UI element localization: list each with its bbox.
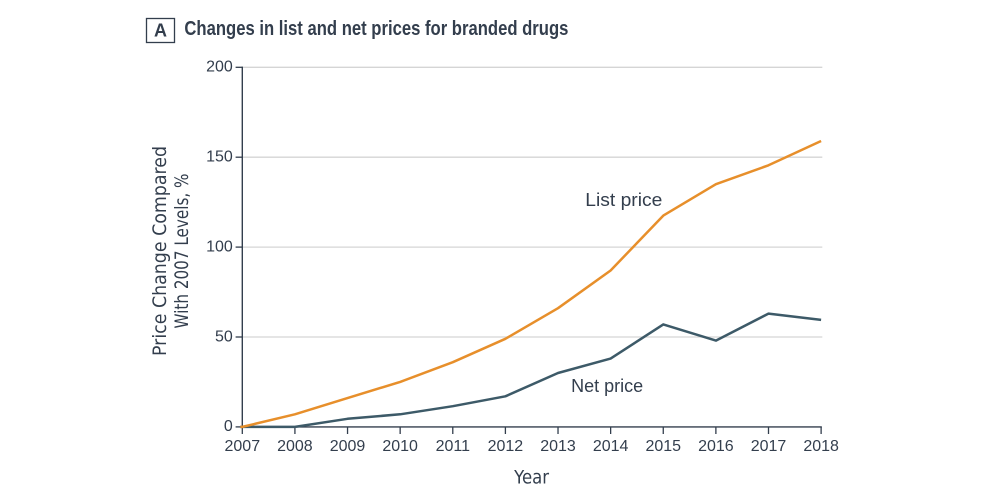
x-tick-label-2017: 2017 — [751, 438, 787, 455]
x-tick-label-2015: 2015 — [645, 438, 681, 455]
y-axis-title-line-2: With 2007 Levels, % — [171, 174, 193, 329]
tick-labels-group: 0 50 100 150 200 2007 2008 2009 2010 2011 2012 2013… — [206, 59, 839, 455]
net-price-line — [240, 312, 822, 429]
axes-group — [235, 66, 822, 434]
series-lines-group — [240, 139, 822, 429]
x-tick-label-2009: 2009 — [330, 438, 366, 455]
y-tick-label-150: 150 — [206, 149, 233, 166]
x-tick-label-2010: 2010 — [382, 438, 418, 455]
panel-label-box — [145, 17, 176, 44]
x-tick-label-2013: 2013 — [540, 438, 576, 455]
x-tick-label-2011: 2011 — [436, 438, 471, 455]
y-axis-title-line-1: Price Change Compared — [149, 146, 171, 356]
y-tick-label-50: 50 — [215, 328, 233, 345]
list-price-line — [240, 139, 822, 429]
x-tick-label-2007: 2007 — [225, 438, 261, 455]
x-tick-label-2012: 2012 — [488, 438, 524, 455]
x-tick-label-2018: 2018 — [803, 438, 839, 455]
x-tick-label-2014: 2014 — [593, 438, 629, 455]
y-tick-label-0: 0 — [224, 418, 233, 435]
gridlines-group — [242, 66, 823, 338]
x-tick-label-2016: 2016 — [698, 438, 734, 455]
x-tick-label-2008: 2008 — [277, 438, 313, 455]
net-price-annotation: Net price — [571, 376, 643, 396]
y-tick-label-200: 200 — [206, 59, 233, 76]
list-price-annotation: List price — [585, 190, 662, 210]
x-axis-title: Year — [513, 466, 549, 488]
chart-title: Changes in list and net prices for brand… — [184, 18, 568, 40]
panel-label: A — [154, 21, 167, 41]
y-tick-label-100: 100 — [206, 238, 233, 255]
